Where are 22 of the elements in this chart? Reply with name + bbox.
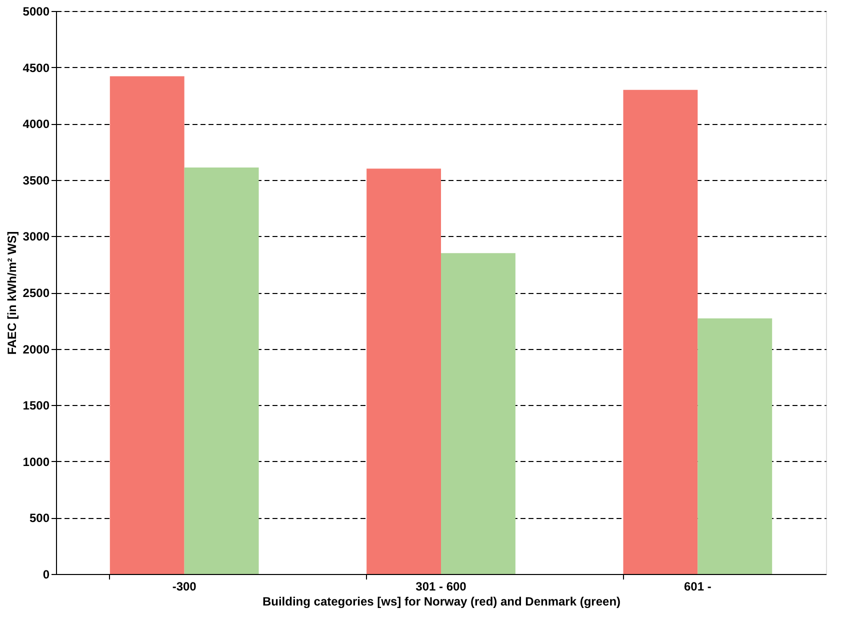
y-tick-label: 2500 [22, 286, 50, 300]
bar [441, 253, 516, 574]
y-tick-label: 5000 [22, 4, 50, 18]
bar [110, 76, 184, 574]
y-tick-label: 1000 [22, 454, 50, 469]
y-axis-title: FAEC [in kWh/m² WS] [4, 231, 19, 355]
x-tick-label: 601 - [684, 580, 712, 594]
bar [698, 318, 772, 574]
bar [366, 168, 441, 574]
x-axis-title: Building categories [ws] for Norway (red) and Denmark (green) [262, 594, 621, 608]
bar [184, 168, 259, 574]
y-tick-label: 4500 [22, 60, 50, 75]
bar [623, 90, 698, 574]
y-tick-label: 2000 [22, 342, 50, 356]
x-tick-label: 301 - 600 [416, 580, 467, 594]
y-tick-label: 0 [42, 568, 50, 582]
y-tick-label: 1500 [22, 398, 50, 413]
y-tick-label: 4000 [22, 117, 50, 132]
y-tick-label: 3000 [22, 230, 50, 244]
y-tick-label: 3500 [22, 173, 50, 188]
y-tick-label: 500 [29, 511, 50, 526]
x-tick-label: -300 [172, 580, 197, 594]
